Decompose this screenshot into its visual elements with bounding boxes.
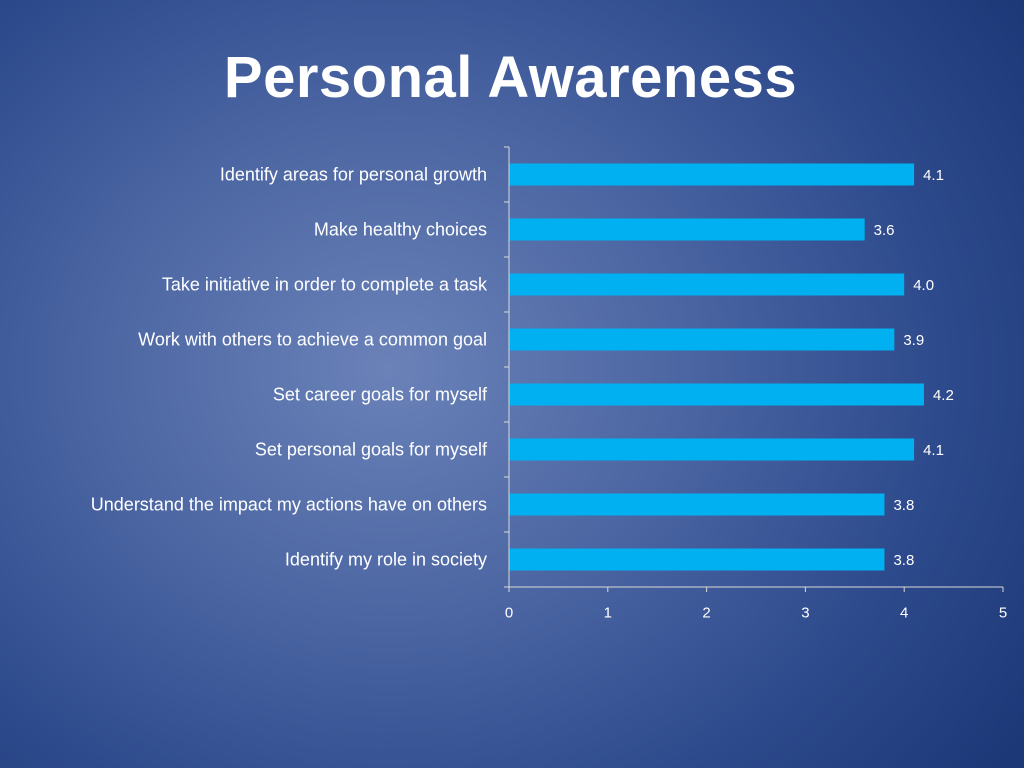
bar <box>509 493 885 516</box>
x-tick-label: 0 <box>505 605 513 622</box>
value-label: 4.0 <box>913 277 934 294</box>
x-tick-label: 2 <box>702 605 710 622</box>
value-label: 3.8 <box>893 552 914 569</box>
x-tick-labels-group: 0 1 2 3 4 5 <box>505 605 1007 622</box>
x-tick-label: 4 <box>900 605 908 622</box>
axes-group <box>504 146 1004 592</box>
category-labels-group: Identify areas for personal growth Make h… <box>91 165 488 570</box>
value-label: 4.2 <box>933 387 954 404</box>
x-tick-label: 3 <box>801 605 809 622</box>
bar <box>509 383 924 406</box>
value-label: 3.6 <box>874 222 895 239</box>
bar <box>509 328 895 351</box>
value-label: 4.1 <box>923 442 944 459</box>
category-label: Take initiative in order to complete a t… <box>162 275 488 295</box>
value-labels-group: 4.1 3.6 4.0 3.9 4.2 4.1 3.8 3.8 <box>874 167 954 569</box>
category-label: Work with others to achieve a common goa… <box>138 330 487 350</box>
value-label: 3.8 <box>893 497 914 514</box>
value-label: 3.9 <box>903 332 924 349</box>
x-tick-label: 1 <box>604 605 612 622</box>
category-label: Identify my role in society <box>285 550 487 570</box>
x-tick-label: 5 <box>999 605 1007 622</box>
category-label: Identify areas for personal growth <box>220 165 487 185</box>
category-label: Make healthy choices <box>314 220 487 240</box>
bar <box>509 163 915 186</box>
slide-title: Personal Awareness <box>223 45 798 110</box>
category-label: Set personal goals for myself <box>255 440 488 460</box>
bar <box>509 438 915 461</box>
value-label: 4.1 <box>923 167 944 184</box>
bar <box>509 548 885 571</box>
category-label: Understand the impact my actions have on… <box>91 495 487 515</box>
category-label: Set career goals for myself <box>273 385 488 405</box>
bar <box>509 273 905 296</box>
bar <box>509 218 865 241</box>
bars-group <box>509 163 924 571</box>
